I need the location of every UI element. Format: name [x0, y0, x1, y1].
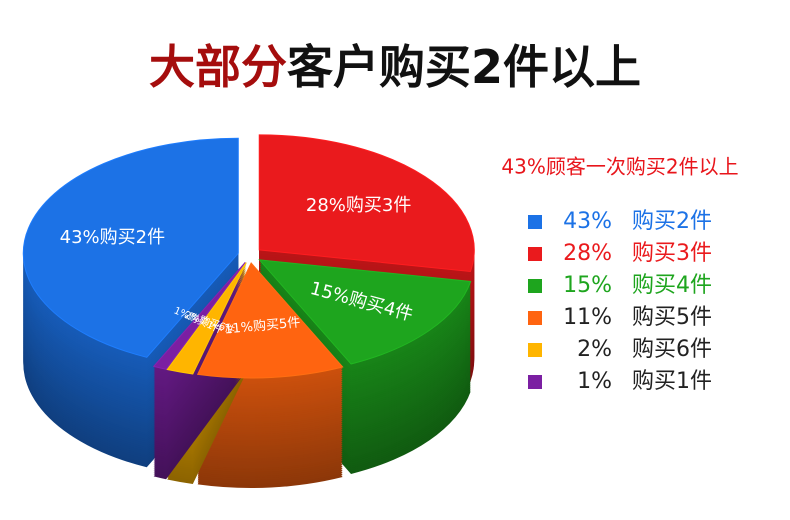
slice — [258, 259, 472, 365]
legend-value: 1% — [577, 369, 612, 394]
legend-value: 43% — [563, 209, 612, 234]
legend-value: 11% — [563, 305, 612, 330]
slice-label-value: 11% — [224, 319, 254, 337]
slice-label-value: 2% — [183, 310, 201, 325]
legend-label: 购买4件 — [632, 273, 712, 298]
chart-subtitle: 43%顾客一次购买2件以上 — [501, 155, 738, 179]
legend-value: 15% — [563, 273, 612, 298]
slice-label-name: 购买2件 — [100, 227, 165, 248]
legend-swatch — [528, 215, 542, 229]
chart-title: 大部分客户购买2件以上 — [149, 40, 641, 94]
slice-label-name: 购买5件 — [252, 314, 301, 334]
legend-label: 购买3件 — [632, 241, 712, 266]
legend-swatch — [528, 343, 542, 357]
slice-label: 43%购买2件 — [60, 227, 165, 248]
slice — [166, 262, 247, 375]
legend-swatch — [528, 375, 542, 389]
legend-label: 购买2件 — [632, 209, 712, 234]
slice-label: 28%购买3件 — [306, 195, 411, 216]
legend-swatch — [528, 247, 542, 261]
slice-label-name: 购买3件 — [346, 195, 411, 216]
slice-label-value: 43% — [60, 227, 100, 248]
legend-label: 购买6件 — [632, 337, 712, 362]
slice-label-value: 28% — [306, 195, 346, 216]
legend-swatch — [528, 279, 542, 293]
legend-label: 购买5件 — [632, 305, 712, 330]
legend-value: 28% — [563, 241, 612, 266]
slice — [258, 134, 475, 272]
slice — [196, 262, 344, 379]
slice — [152, 262, 246, 370]
legend-label: 购买1件 — [632, 369, 712, 394]
slice-label: 11%购买5件 — [224, 314, 301, 337]
slice — [22, 137, 239, 358]
legend-value: 2% — [577, 337, 612, 362]
legend-swatch — [528, 311, 542, 325]
